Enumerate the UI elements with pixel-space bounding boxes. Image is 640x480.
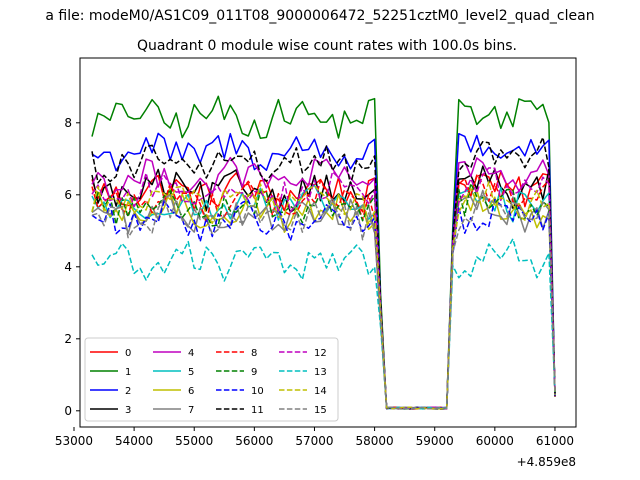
axes-frame	[79, 57, 577, 428]
legend-label-13: 13	[314, 367, 327, 378]
axis-layer: 53000 54000 55000 56000 57000 58000 59000 60000…	[55, 116, 574, 448]
series-line-9	[91, 182, 556, 410]
x-tick-label: 60000	[476, 434, 514, 448]
x-tick-label: 55000	[175, 434, 213, 448]
series-line-15	[91, 193, 556, 410]
legend-label-8: 8	[251, 348, 257, 359]
legend-label-1: 1	[125, 367, 131, 378]
x-tick-label: 58000	[356, 434, 394, 448]
legend-label-15: 15	[314, 405, 327, 416]
series-line-1	[91, 95, 556, 410]
legend-box	[84, 337, 339, 422]
legend-label-11: 11	[251, 405, 264, 416]
x-tick-label: 54000	[115, 434, 153, 448]
x-tick-label: 53000	[55, 434, 93, 448]
x-tick-label: 59000	[416, 434, 454, 448]
x-tick-label: 61000	[536, 434, 574, 448]
y-tick-label: 4	[64, 260, 72, 274]
legend-label-5: 5	[188, 367, 194, 378]
x-tick-label: 57000	[295, 434, 333, 448]
legend-label-2: 2	[125, 386, 131, 397]
y-tick-label: 6	[64, 188, 72, 202]
legend-label-10: 10	[251, 386, 264, 397]
legend-label-4: 4	[188, 348, 194, 359]
legend-label-0: 0	[125, 348, 131, 359]
figure-suptitle: a file: modeM0/AS1C09_011T08_9000006472_…	[45, 8, 595, 24]
series-line-8	[91, 174, 556, 410]
y-tick-label: 8	[64, 116, 72, 130]
series-line-10	[91, 198, 556, 410]
chart-title: Quadrant 0 module wise count rates with …	[137, 38, 517, 54]
series-line-13	[91, 238, 556, 410]
x-tick-label: 56000	[235, 434, 273, 448]
series-layer	[91, 95, 556, 410]
x-offset-label: +4.859e8	[517, 455, 576, 469]
legend-label-14: 14	[314, 386, 327, 397]
series-line-12	[91, 167, 556, 410]
legend-label-12: 12	[314, 348, 327, 359]
series-line-2	[91, 132, 556, 410]
series-line-11	[91, 136, 556, 410]
legend-label-3: 3	[125, 405, 131, 416]
series-line-7	[91, 189, 556, 410]
legend-label-6: 6	[188, 386, 194, 397]
legend-label-7: 7	[188, 405, 194, 416]
y-tick-label: 0	[64, 404, 72, 418]
y-tick-label: 2	[64, 332, 72, 346]
legend-label-9: 9	[251, 367, 257, 378]
